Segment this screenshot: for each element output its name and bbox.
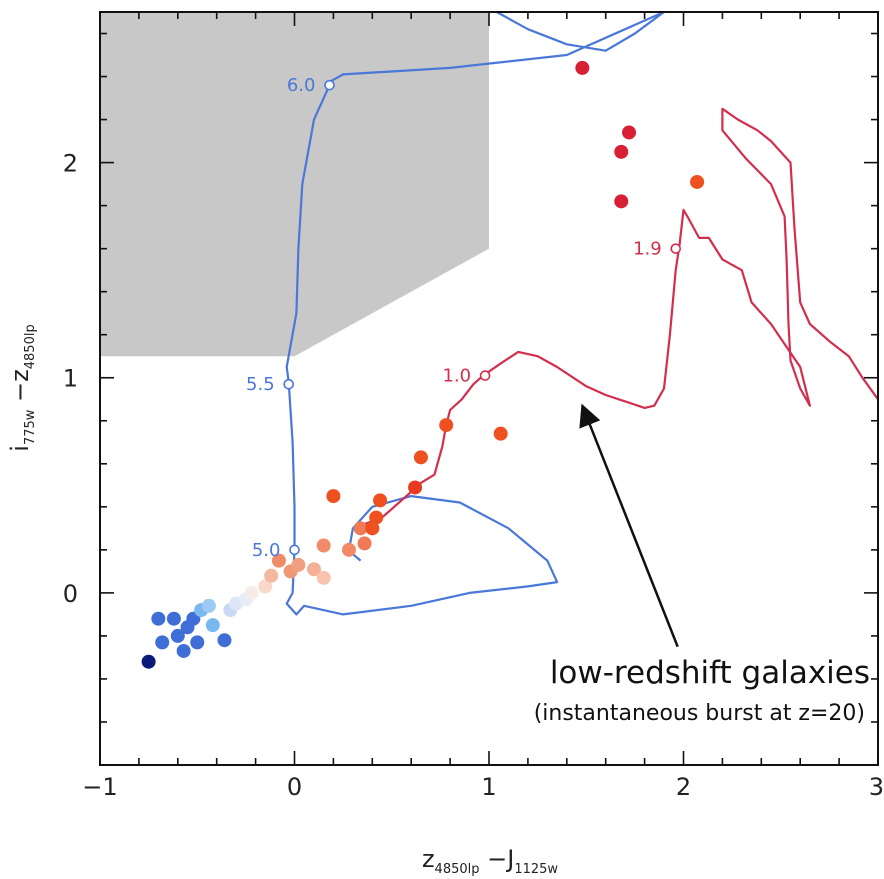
galaxy-points-layer <box>141 60 705 669</box>
selection-region-layer <box>100 12 489 357</box>
x-tick-label: −1 <box>82 773 117 801</box>
x-tick-label: 3 <box>869 773 884 801</box>
galaxy-point <box>217 633 232 648</box>
galaxy-point <box>264 568 279 583</box>
galaxy-point <box>614 144 629 159</box>
galaxy-point <box>205 618 220 633</box>
galaxy-point <box>326 489 341 504</box>
galaxy-point <box>244 585 259 600</box>
redshift-markers-layer: 6.0 5.5 5.0 1.0 1.9 <box>246 75 682 561</box>
galaxy-point <box>291 557 306 572</box>
redshift-label: 1.9 <box>633 239 662 260</box>
galaxy-point <box>690 174 705 189</box>
galaxy-point <box>166 611 181 626</box>
galaxy-point <box>151 611 166 626</box>
galaxy-point <box>316 538 331 553</box>
galaxy-point <box>493 426 508 441</box>
plot-frame: −1 0 1 2 3 0 1 2 <box>63 11 884 801</box>
galaxy-point <box>341 542 356 557</box>
annotation-arrow <box>579 403 679 648</box>
selection-region <box>100 12 489 357</box>
redshift-marker <box>324 79 335 91</box>
galaxy-point <box>316 570 331 585</box>
y-tick-label: 2 <box>63 150 78 178</box>
redshift-marker <box>283 378 294 390</box>
galaxy-point <box>622 125 637 140</box>
model-track-line <box>364 107 878 526</box>
galaxy-point <box>170 628 185 643</box>
axis-labels: z4850lp −J1125w i775w −z4850lp <box>6 324 558 877</box>
galaxy-point <box>369 510 384 525</box>
redshift-label: 1.0 <box>442 366 471 387</box>
annotation-layer: low-redshift galaxies (instantaneous bur… <box>534 403 870 726</box>
galaxy-point <box>373 493 388 508</box>
redshift-marker <box>670 243 682 254</box>
x-tick-label: 1 <box>481 773 496 801</box>
galaxy-point <box>413 450 428 465</box>
galaxy-point <box>353 521 368 536</box>
x-tick-label: 2 <box>676 773 691 801</box>
galaxy-point <box>357 536 372 551</box>
redshift-marker <box>289 544 300 556</box>
redshift-label: 5.0 <box>252 540 281 561</box>
galaxy-point <box>190 635 205 650</box>
x-axis-label: z4850lp −J1125w <box>422 845 558 877</box>
galaxy-point <box>439 418 454 433</box>
galaxy-point <box>258 579 273 594</box>
galaxy-point <box>271 553 286 568</box>
galaxy-point <box>155 635 170 650</box>
redshift-label: 5.5 <box>246 374 275 395</box>
redshift-label: 6.0 <box>287 75 316 96</box>
annotation-subtext: (instantaneous burst at z=20) <box>534 701 865 726</box>
galaxy-point <box>306 562 321 577</box>
redshift-marker <box>479 370 491 381</box>
y-axis-label: i775w −z4850lp <box>6 324 38 451</box>
galaxy-point <box>176 643 191 658</box>
annotation-text: low-redshift galaxies <box>550 655 870 691</box>
galaxy-point <box>141 654 156 669</box>
galaxy-point <box>614 194 629 209</box>
galaxy-point <box>575 60 590 75</box>
x-tick-label: 0 <box>287 773 302 801</box>
galaxy-point <box>408 480 423 495</box>
y-tick-label: 1 <box>63 365 78 393</box>
galaxy-point <box>365 521 380 536</box>
y-tick-label: 0 <box>63 580 78 608</box>
galaxy-point <box>201 598 216 613</box>
